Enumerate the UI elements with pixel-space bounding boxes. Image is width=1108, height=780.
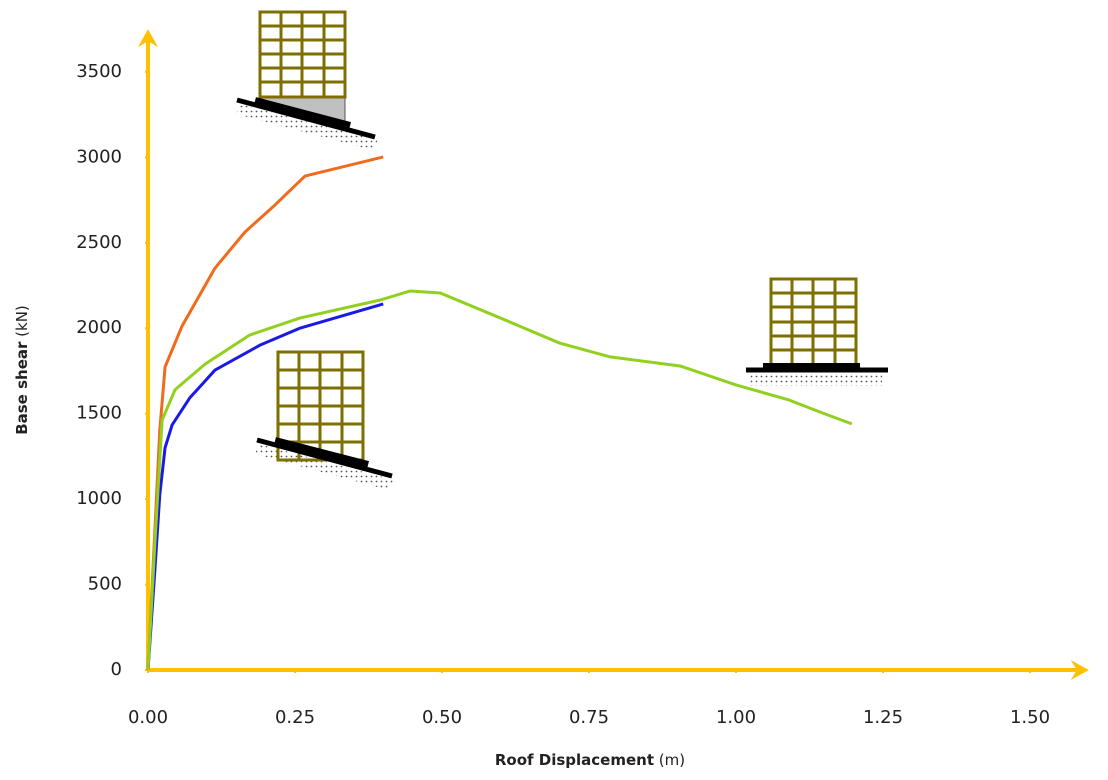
y-tick-label: 2000 (76, 317, 122, 338)
building-icon-sloped (255, 350, 394, 490)
y-axis-unit: (kN) (13, 305, 31, 337)
x-tick-label: 1.00 (716, 707, 756, 728)
building-icon-sloped-filled (236, 10, 378, 150)
x-axis-arrow (1070, 660, 1089, 680)
building-icon-flat (746, 277, 888, 386)
series-line (146, 302, 384, 671)
y-axis-label: Base shear (13, 341, 31, 435)
series-line (146, 289, 853, 671)
series-line (146, 155, 384, 671)
x-axis-unit: (m) (659, 751, 685, 769)
y-tick-label: 500 (88, 574, 122, 595)
y-tick-label: 3000 (76, 146, 122, 167)
y-tick-label: 1500 (76, 403, 122, 424)
y-tick-label: 0 (111, 659, 122, 680)
x-tick-label: 1.50 (1010, 707, 1050, 728)
x-tick-label: 0.50 (422, 707, 462, 728)
x-tick-label: 0.75 (569, 707, 609, 728)
x-tick-label: 0.00 (128, 707, 168, 728)
y-axis-title: Base shear (kN) (13, 305, 31, 435)
y-tick-label: 1000 (76, 488, 122, 509)
x-axis-title: Roof Displacement (m) (495, 751, 685, 769)
y-tick-label: 2500 (76, 232, 122, 253)
y-tick-label: 3500 (76, 61, 122, 82)
x-tick-label: 1.25 (863, 707, 903, 728)
x-axis-label: Roof Displacement (495, 751, 654, 769)
x-tick-label: 0.25 (275, 707, 315, 728)
y-axis-arrow (138, 29, 158, 48)
